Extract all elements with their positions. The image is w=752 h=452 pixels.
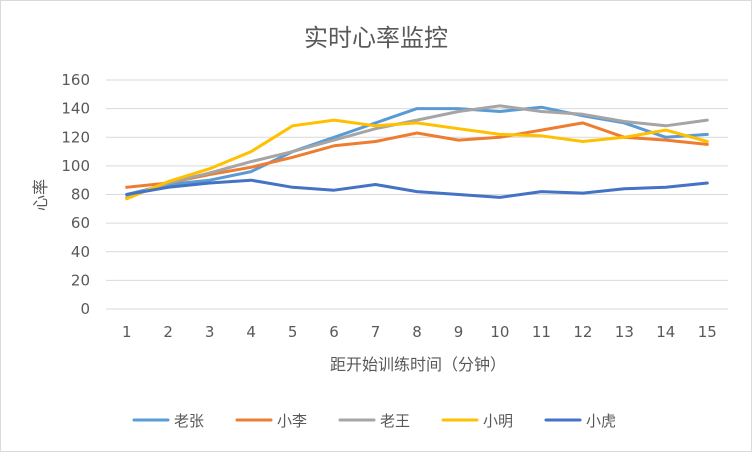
x-tick-label: 7 — [371, 323, 381, 341]
x-tick-label: 5 — [288, 323, 298, 341]
x-tick-label: 14 — [656, 323, 675, 341]
y-tick-label: 40 — [71, 243, 90, 261]
x-tick-label: 10 — [490, 323, 509, 341]
x-tick-label: 6 — [329, 323, 339, 341]
legend-label: 小虎 — [586, 412, 616, 430]
gridlines — [106, 79, 728, 310]
x-tick-label: 9 — [454, 323, 464, 341]
y-tick-label: 140 — [61, 100, 90, 118]
y-tick-label: 60 — [71, 214, 90, 232]
y-tick-label: 80 — [71, 186, 90, 204]
legend-item: 小李 — [235, 412, 307, 430]
legend-label: 老王 — [380, 412, 410, 430]
chart-title: 实时心率监控 — [304, 24, 448, 52]
y-tick-label: 160 — [61, 71, 90, 89]
x-tick-label: 11 — [532, 323, 551, 341]
legend-label: 小明 — [483, 412, 513, 430]
y-tick-label: 0 — [80, 300, 90, 318]
y-tick-label: 20 — [71, 271, 90, 289]
series-line-4 — [125, 118, 709, 201]
y-tick-labels: 0 20 40 60 80 100 120 140 160 — [61, 71, 90, 318]
x-tick-label: 3 — [205, 323, 215, 341]
x-tick-label: 13 — [615, 323, 634, 341]
x-tick-label: 8 — [412, 323, 422, 341]
x-tick-label: 2 — [163, 323, 173, 341]
x-tick-label: 15 — [698, 323, 717, 341]
x-tick-label: 1 — [122, 323, 132, 341]
y-tick-label: 100 — [61, 157, 90, 175]
x-axis-label: 距开始训练时间（分钟） — [330, 355, 506, 374]
series-lines — [125, 104, 709, 201]
legend: 老张 小李 老王 小明 小虎 — [132, 412, 616, 430]
legend-item: 小虎 — [544, 412, 616, 430]
series-line-5 — [125, 178, 709, 199]
x-tick-label: 12 — [573, 323, 592, 341]
y-axis-label: 心率 — [31, 179, 50, 211]
x-tick-labels: 1 2 3 4 5 6 7 8 9 10 11 12 13 14 15 — [122, 323, 717, 341]
x-tick-label: 4 — [246, 323, 256, 341]
series-line-2 — [125, 121, 709, 189]
legend-label: 小李 — [277, 412, 307, 430]
series-line-3 — [125, 104, 709, 199]
legend-label: 老张 — [174, 412, 204, 430]
legend-item: 老张 — [132, 412, 204, 430]
legend-item: 老王 — [338, 412, 410, 430]
legend-item: 小明 — [441, 412, 513, 430]
y-tick-label: 120 — [61, 128, 90, 146]
